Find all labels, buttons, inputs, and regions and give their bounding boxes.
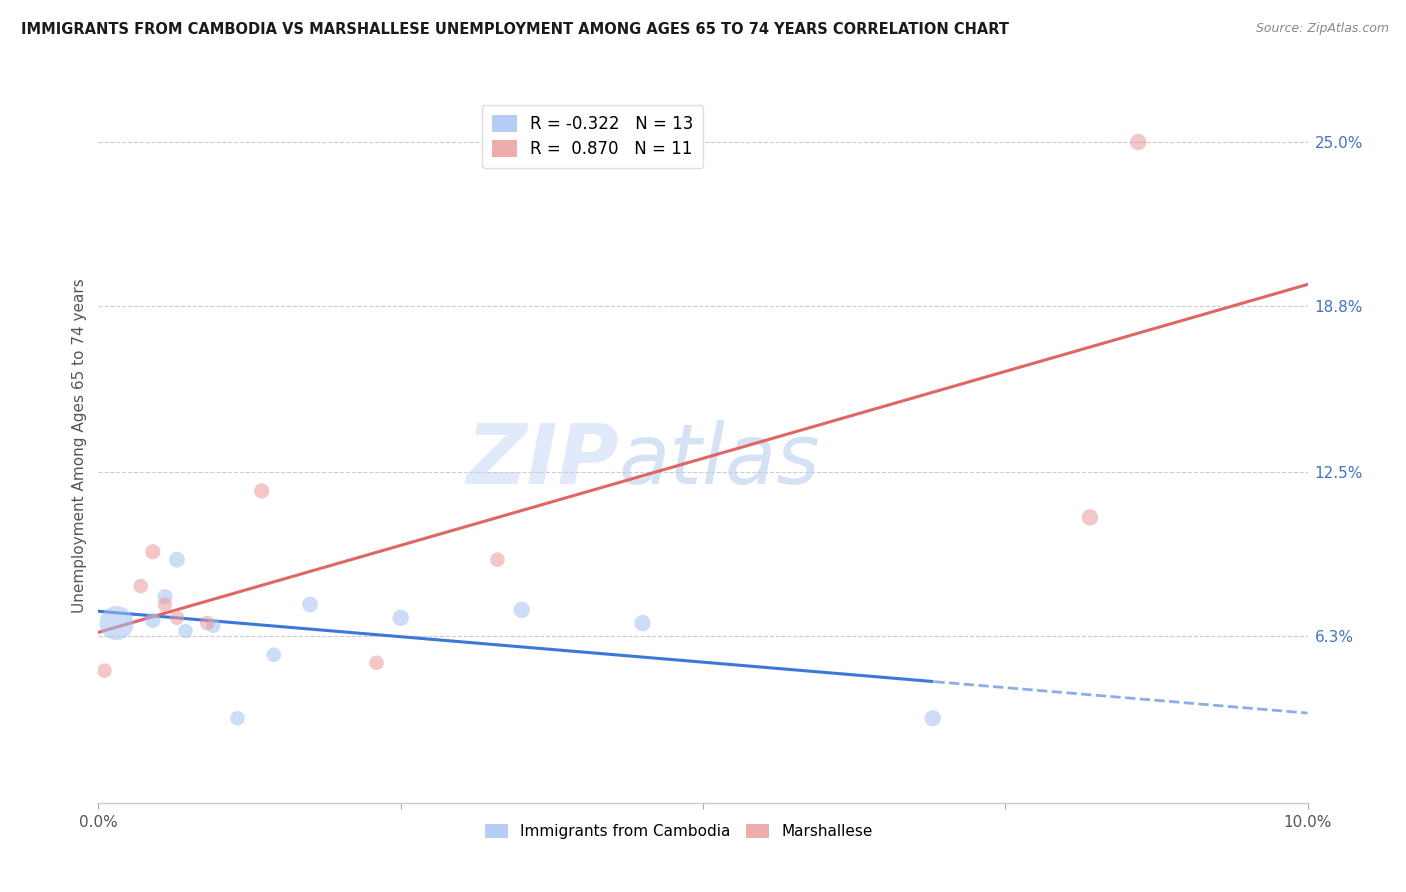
Text: ZIP: ZIP (465, 420, 619, 500)
Text: Source: ZipAtlas.com: Source: ZipAtlas.com (1256, 22, 1389, 36)
Point (389, 611, 412, 625)
Point (366, 656, 388, 670)
Point (142, 614, 165, 628)
Point (631, 616, 654, 631)
Point (174, 624, 197, 638)
Point (226, 711, 249, 725)
Point (129, 579, 152, 593)
Text: atlas: atlas (619, 420, 820, 500)
Point (105, 616, 128, 631)
Point (921, 711, 943, 725)
Point (202, 618, 225, 632)
Point (1078, 510, 1101, 524)
Point (486, 552, 509, 566)
Point (93, 664, 115, 678)
Point (299, 598, 322, 612)
Point (153, 598, 176, 612)
Point (195, 616, 218, 631)
Point (166, 611, 188, 625)
Point (250, 483, 273, 498)
Text: IMMIGRANTS FROM CAMBODIA VS MARSHALLESE UNEMPLOYMENT AMONG AGES 65 TO 74 YEARS C: IMMIGRANTS FROM CAMBODIA VS MARSHALLESE … (21, 22, 1010, 37)
Point (1128, 135, 1150, 149)
Point (166, 552, 188, 566)
Legend: Immigrants from Cambodia, Marshallese: Immigrants from Cambodia, Marshallese (479, 818, 879, 845)
Point (510, 603, 533, 617)
Point (153, 590, 176, 604)
Y-axis label: Unemployment Among Ages 65 to 74 years: Unemployment Among Ages 65 to 74 years (72, 278, 87, 614)
Point (263, 648, 285, 662)
Point (142, 545, 165, 559)
